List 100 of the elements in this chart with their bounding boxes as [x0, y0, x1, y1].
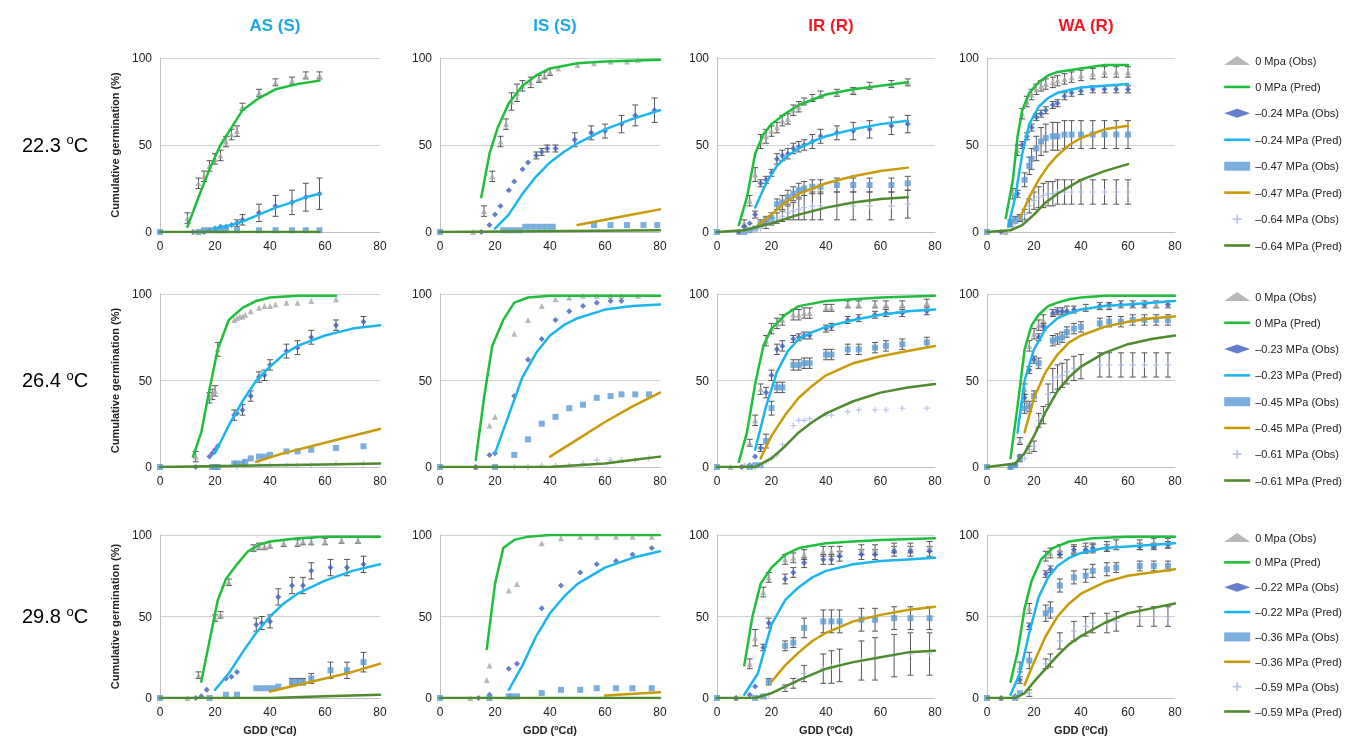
- y-tick-label: 50: [418, 609, 433, 624]
- x-tick-label: 60: [598, 705, 612, 719]
- legend-label: –0.59 MPa (Obs): [1255, 680, 1339, 693]
- x-tick-label: 20: [208, 474, 222, 488]
- y-tick-label: 50: [695, 138, 710, 152]
- legend-label: –0.24 MPa (Pred): [1255, 133, 1343, 146]
- x-tick-label: 20: [764, 705, 779, 719]
- x-tick-label: 0: [156, 474, 164, 488]
- y-tick-label: 100: [131, 287, 153, 301]
- x-tick-label: 80: [928, 705, 942, 719]
- y-tick-label: 0: [145, 691, 153, 705]
- x-tick-label: 20: [1027, 239, 1041, 253]
- x-tick-label: 40: [1074, 474, 1088, 488]
- x-tick-label: 20: [488, 705, 502, 719]
- y-tick-label: 0: [425, 225, 433, 239]
- legend-label: 0 MPa (Pred): [1255, 80, 1321, 93]
- x-tick-label: 80: [373, 705, 387, 719]
- x-tick-label: 20: [764, 474, 779, 488]
- legend-label: –0.45 MPa (Obs): [1255, 395, 1339, 408]
- x-tick-label: 60: [1121, 705, 1135, 719]
- legend-label: 0 Mpa (Obs): [1255, 54, 1317, 67]
- x-tick-label: 40: [819, 239, 833, 253]
- x-tick-label: 40: [819, 705, 833, 719]
- y-tick-label: 100: [958, 528, 980, 542]
- x-tick-label: 40: [1074, 239, 1088, 253]
- x-tick-label: 0: [713, 705, 721, 719]
- x-tick-label: 0: [436, 705, 444, 719]
- x-tick-label: 60: [873, 239, 888, 253]
- x-tick-label: 80: [653, 474, 667, 488]
- y-tick-label: 100: [958, 287, 980, 301]
- x-tick-label: 20: [488, 474, 502, 488]
- y-tick-label: 0: [702, 225, 710, 239]
- x-tick-label: 0: [983, 705, 991, 719]
- legend-label: –0.36 MPa (Obs): [1255, 630, 1339, 643]
- y-tick-label: 0: [425, 460, 433, 474]
- y-tick-label: 0: [702, 460, 710, 474]
- x-tick-label: 60: [318, 474, 332, 488]
- y-tick-label: 50: [695, 609, 710, 624]
- x-tick-label: 80: [928, 474, 942, 488]
- chart-title: WA (R): [1058, 16, 1114, 35]
- legend-label: –0.36 MPa (Pred): [1255, 655, 1343, 668]
- x-tick-label: 80: [653, 239, 667, 253]
- x-tick-label: 40: [543, 474, 557, 488]
- y-tick-label: 50: [965, 609, 980, 624]
- legend-label: –0.59 MPa (Pred): [1255, 705, 1343, 718]
- x-tick-label: 80: [928, 239, 942, 253]
- x-tick-label: 60: [318, 239, 332, 253]
- y-tick-label: 50: [965, 138, 980, 152]
- x-tick-label: 0: [983, 239, 991, 253]
- y-tick-label: 0: [145, 225, 153, 239]
- x-tick-label: 40: [543, 705, 557, 719]
- x-tick-label: 0: [436, 239, 444, 253]
- x-tick-label: 80: [373, 239, 387, 253]
- legend-label: –0.22 MPa (Obs): [1255, 581, 1339, 594]
- x-tick-label: 80: [1168, 474, 1182, 488]
- x-tick-label: 0: [713, 474, 721, 488]
- x-tick-label: 0: [713, 239, 721, 253]
- legend-label: 0 MPa (Pred): [1255, 316, 1321, 329]
- legend-label: –0.47 MPa (Obs): [1255, 160, 1339, 173]
- legend-label: –0.61 MPa (Pred): [1255, 474, 1343, 487]
- y-tick-label: 0: [972, 691, 980, 705]
- x-axis-title: GDD (ºCd): [243, 723, 298, 736]
- y-axis-title: Cumulative germination (%): [108, 71, 121, 218]
- x-tick-label: 80: [653, 705, 667, 719]
- legend-label: –0.22 MPa (Pred): [1255, 606, 1343, 619]
- chart-title: IS (S): [533, 16, 577, 35]
- x-tick-label: 40: [819, 474, 833, 488]
- x-tick-label: 80: [1168, 705, 1182, 719]
- x-tick-label: 40: [543, 239, 557, 253]
- x-tick-label: 40: [263, 474, 277, 488]
- x-tick-label: 60: [598, 239, 612, 253]
- x-tick-label: 60: [598, 474, 612, 488]
- y-tick-label: 50: [418, 138, 433, 152]
- chart-title: IR (R): [808, 16, 854, 35]
- y-tick-label: 0: [145, 460, 153, 474]
- y-tick-label: 0: [425, 691, 433, 705]
- legend-label: –0.23 MPa (Obs): [1255, 343, 1339, 356]
- legend-label: 0 Mpa (Obs): [1255, 290, 1317, 303]
- x-tick-label: 60: [873, 474, 888, 488]
- y-tick-label: 100: [688, 287, 710, 301]
- x-tick-label: 20: [764, 239, 779, 253]
- x-tick-label: 40: [263, 239, 277, 253]
- x-tick-label: 20: [1027, 474, 1041, 488]
- y-tick-label: 0: [972, 460, 980, 474]
- x-tick-label: 0: [983, 474, 991, 488]
- y-tick-label: 0: [702, 691, 710, 705]
- y-tick-label: 50: [965, 373, 980, 388]
- x-tick-label: 40: [1074, 705, 1088, 719]
- x-tick-label: 80: [373, 474, 387, 488]
- x-tick-label: 20: [1027, 705, 1041, 719]
- y-tick-label: 50: [418, 373, 433, 388]
- x-tick-label: 60: [318, 705, 332, 719]
- y-tick-label: 50: [138, 138, 153, 152]
- legend-label: –0.23 MPa (Pred): [1255, 369, 1343, 382]
- x-tick-label: 20: [208, 239, 222, 253]
- legend-label: 0 MPa (Pred): [1255, 556, 1321, 569]
- x-tick-label: 20: [488, 239, 502, 253]
- x-tick-label: 0: [436, 474, 444, 488]
- legend-label: 0 Mpa (Obs): [1255, 531, 1317, 544]
- legend-label: –0.64 MPa (Obs): [1255, 213, 1339, 226]
